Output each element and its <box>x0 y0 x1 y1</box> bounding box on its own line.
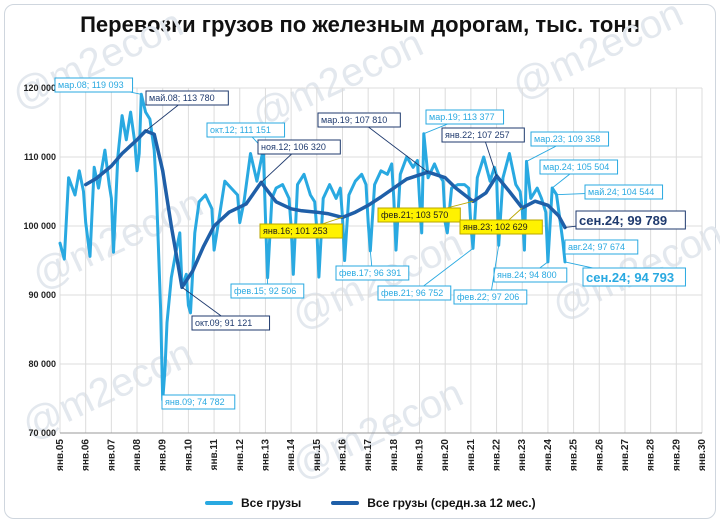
annotation-label: мар.19; 113 377 <box>429 112 495 122</box>
x-tick-label: янв.15 <box>312 439 323 471</box>
annotation-label: фев.21; 96 752 <box>381 288 443 298</box>
x-tick-label: янв.18 <box>389 439 400 471</box>
legend-swatch-main <box>205 501 233 505</box>
series-line-all-cargo <box>58 92 567 402</box>
legend-swatch-avg <box>331 501 360 505</box>
annotation-label: янв.16; 101 253 <box>263 226 328 236</box>
annotation-label: мар.23; 109 358 <box>534 134 600 144</box>
annotation-label: окт.12; 111 151 <box>210 125 271 135</box>
x-tick-label: янв.07 <box>106 439 117 471</box>
annotation-box <box>441 127 525 143</box>
annotation-box <box>206 122 286 138</box>
annotation-box <box>257 139 341 155</box>
x-tick-label: янв.05 <box>55 439 66 471</box>
annotation-box <box>335 265 410 281</box>
x-tick-label: янв.28 <box>646 439 657 471</box>
x-tick-label: янв.17 <box>363 439 374 471</box>
x-tick-label: янв.19 <box>415 439 426 471</box>
annotation-box <box>539 159 619 175</box>
annotation-box <box>425 109 505 125</box>
annotation-label: мар.24; 105 504 <box>543 162 609 172</box>
y-tick-label: 120 000 <box>23 83 56 93</box>
x-tick-label: янв.20 <box>440 439 451 471</box>
annotation-label: окт.09; 91 121 <box>195 318 252 328</box>
y-tick-label: 100 000 <box>23 221 56 231</box>
y-tick-label: 110 000 <box>24 152 56 162</box>
x-tick-label: янв.09 <box>158 439 169 471</box>
watermark-text: @m2econ <box>505 0 689 108</box>
annotation-label: ноя.12; 106 320 <box>261 142 326 152</box>
annotation-label: фев.21; 103 570 <box>381 210 448 220</box>
x-tick-label: янв.24 <box>543 439 554 471</box>
chart-legend: Все грузы Все грузы (средн.за 12 мес.) <box>205 496 536 510</box>
legend-item-avg: Все грузы (средн.за 12 мес.) <box>331 496 536 510</box>
annotation-label: авг.24; 97 674 <box>568 242 625 252</box>
series-line-average <box>83 129 567 290</box>
x-tick-label: янв.27 <box>620 439 631 471</box>
annotation-leader <box>358 119 429 173</box>
annotation-label: май.24; 104 544 <box>588 187 654 197</box>
annotation-box <box>564 239 639 255</box>
x-tick-label: янв.16 <box>337 439 348 471</box>
annotation-box <box>453 289 528 305</box>
legend-label-avg: Все грузы (средн.за 12 мес.) <box>367 496 536 510</box>
annotation-label: мар.08; 119 093 <box>58 80 124 90</box>
x-tick-label: янв.25 <box>569 439 580 471</box>
x-tick-label: янв.08 <box>132 439 143 471</box>
annotation-label: фев.17; 96 391 <box>339 268 401 278</box>
x-tick-label: янв.10 <box>183 439 194 471</box>
annotation-box <box>575 210 686 230</box>
annotation-box <box>259 223 343 239</box>
annotation-label: мар.19; 107 810 <box>321 115 387 125</box>
annotation-box <box>584 184 664 200</box>
y-tick-label: 80 000 <box>28 359 56 369</box>
annotation-box <box>377 207 461 223</box>
annotation-box <box>230 283 305 299</box>
legend-label-main: Все грузы <box>241 496 302 510</box>
x-tick-label: янв.14 <box>286 439 297 471</box>
annotation-label: фев.15; 92 506 <box>234 286 296 296</box>
x-tick-label: янв.21 <box>466 439 477 471</box>
y-tick-label: 90 000 <box>28 290 56 300</box>
x-tick-label: янв.23 <box>517 439 528 471</box>
annotation-box <box>191 315 271 331</box>
annotation-label: сен.24; 99 789 <box>579 213 667 228</box>
x-tick-label: янв.22 <box>492 439 503 471</box>
annotation-box <box>530 131 610 147</box>
x-tick-label: янв.13 <box>260 439 271 471</box>
x-tick-label: янв.11 <box>209 439 220 471</box>
annotation-box <box>54 77 134 93</box>
x-tick-label: янв.06 <box>81 439 92 471</box>
legend-item-main: Все грузы <box>205 496 301 510</box>
y-tick-label: 70 000 <box>28 428 56 438</box>
chart-title: Перевозки грузов по железным дорогам, ты… <box>80 12 640 37</box>
annotation-box <box>582 267 686 287</box>
annotation-label: май.08; 113 780 <box>149 93 215 103</box>
annotation-leader <box>489 245 500 298</box>
annotation-box <box>145 90 229 106</box>
annotation-box <box>317 112 401 128</box>
annotation-box <box>377 285 452 301</box>
annotation-label: фев.22; 97 206 <box>457 292 519 302</box>
annotation-label: янв.23; 102 629 <box>463 222 528 232</box>
annotation-label: янв.24; 94 800 <box>497 270 557 280</box>
x-tick-label: янв.30 <box>697 439 708 471</box>
annotation-layer: мар.08; 119 093 май.08; 113 780 окт.12; 11… <box>54 77 686 410</box>
annotation-label: янв.09; 74 782 <box>165 397 225 407</box>
annotation-box <box>459 219 543 235</box>
annotation-label: сен.24; 94 793 <box>586 270 674 285</box>
x-tick-label: янв.26 <box>594 439 605 471</box>
annotation-box <box>161 394 236 410</box>
x-tick-label: янв.12 <box>235 439 246 471</box>
x-tick-label: янв.29 <box>671 439 682 471</box>
annotation-label: янв.22; 107 257 <box>445 130 510 140</box>
